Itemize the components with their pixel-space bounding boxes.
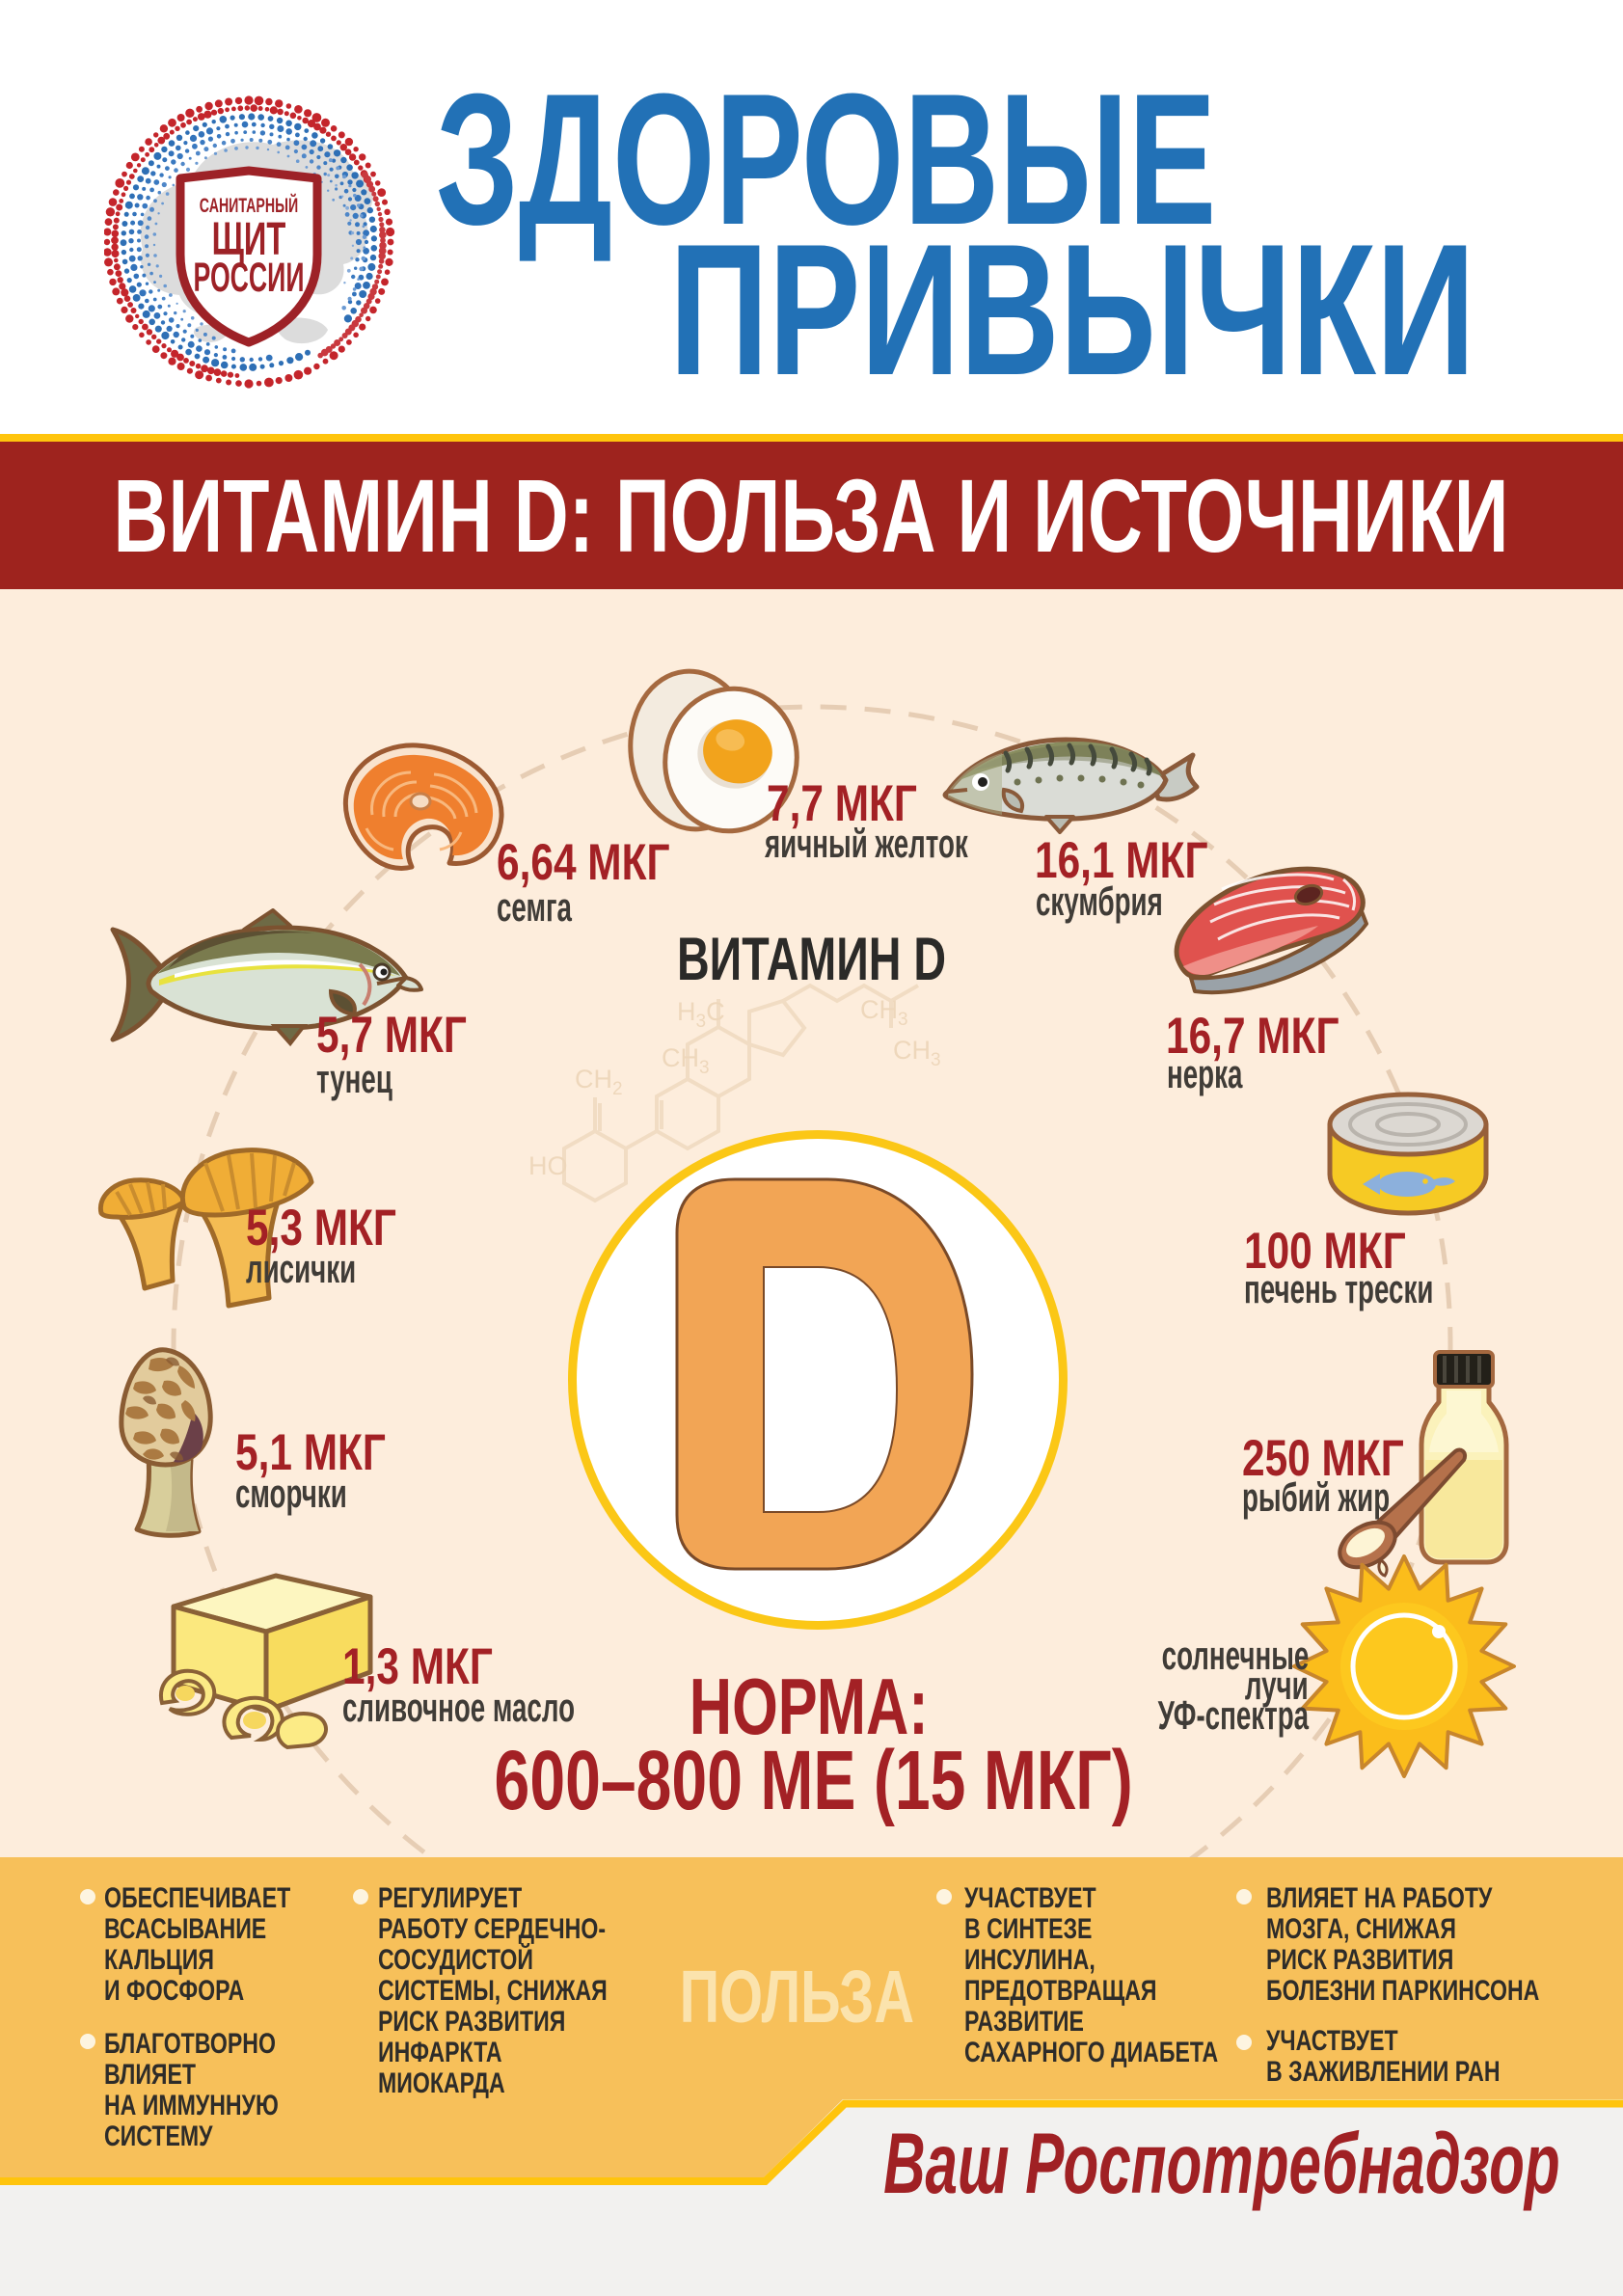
- svg-text:CH3: CH3: [662, 1043, 710, 1078]
- svg-text:CH3: CH3: [860, 995, 908, 1030]
- svg-text:РОССИИ: РОССИИ: [194, 255, 305, 301]
- svg-text:HO: HO: [528, 1151, 568, 1180]
- svg-text:CH2: CH2: [575, 1065, 623, 1099]
- svg-text:CH3: CH3: [893, 1036, 941, 1070]
- svg-text:ЩИТ: ЩИТ: [212, 213, 286, 265]
- svg-text:САНИТАРНЫЙ: САНИТАРНЫЙ: [200, 193, 298, 217]
